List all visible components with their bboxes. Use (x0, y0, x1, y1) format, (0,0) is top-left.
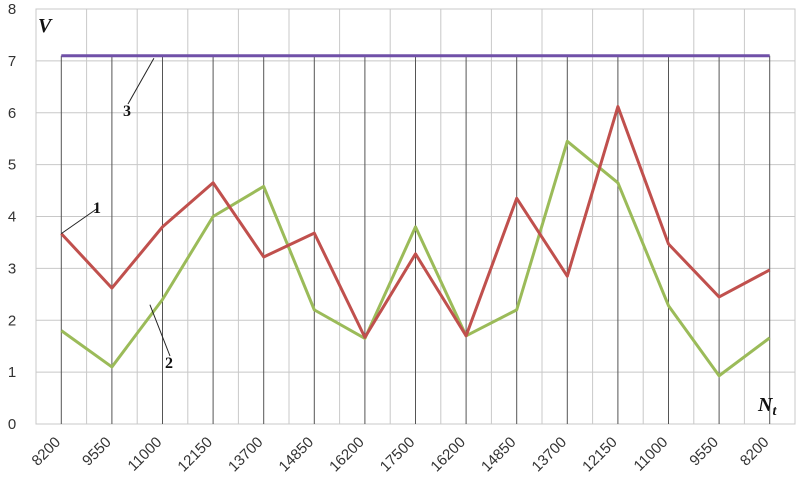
x-tick-label: 17500 (377, 434, 419, 476)
y-axis-label: V (38, 15, 53, 37)
y-tick-label: 2 (8, 312, 16, 329)
x-tick-labels: 8200 9550 11000 12150 13700 14850 16200 17500 16… (29, 434, 773, 476)
series-3-leader-line (127, 58, 155, 105)
drop-lines (60, 55, 771, 424)
series-2-leader-line (149, 304, 171, 357)
series-1-callout: 1 (93, 200, 101, 217)
x-tick-label: 14850 (478, 434, 520, 476)
series-2-line (60, 139, 771, 378)
series-callouts: 1 2 3 (61, 58, 173, 372)
y-tick-label: 7 (8, 53, 16, 70)
x-tick-label: 16200 (326, 434, 368, 476)
x-tick-label: 8200 (737, 434, 773, 470)
x-axis-label-sub: t (772, 404, 777, 419)
x-tick-label: 12150 (174, 434, 216, 476)
y-tick-label: 8 (8, 1, 16, 18)
x-tick-label: 11000 (125, 434, 166, 475)
x-tick-label: 9550 (79, 434, 115, 470)
x-tick-label: 8200 (29, 434, 65, 470)
y-tick-label: 5 (8, 157, 16, 174)
y-tick-label: 0 (8, 416, 16, 433)
series-3-callout: 3 (123, 103, 131, 120)
y-tick-label: 6 (8, 105, 16, 122)
x-tick-label: 11000 (631, 434, 672, 475)
series-lines (60, 54, 771, 378)
series-1-leader-line (61, 207, 99, 235)
x-axis-label: Nt (757, 394, 777, 419)
x-tick-label: 12150 (579, 434, 621, 476)
y-tick-label: 3 (8, 260, 16, 277)
x-tick-label: 9550 (686, 434, 722, 470)
series-2-callout: 2 (165, 355, 173, 372)
x-tick-label: 16200 (427, 434, 469, 476)
x-axis-label-main: N (757, 394, 774, 416)
y-tick-label: 4 (8, 209, 16, 226)
y-tick-labels: 0 1 2 3 4 5 6 7 8 (8, 1, 16, 433)
y-tick-label: 1 (8, 364, 16, 381)
series-1-line (60, 105, 771, 339)
x-tick-label: 13700 (529, 434, 571, 476)
x-tick-label: 13700 (225, 434, 267, 476)
x-tick-label: 14850 (276, 434, 318, 476)
